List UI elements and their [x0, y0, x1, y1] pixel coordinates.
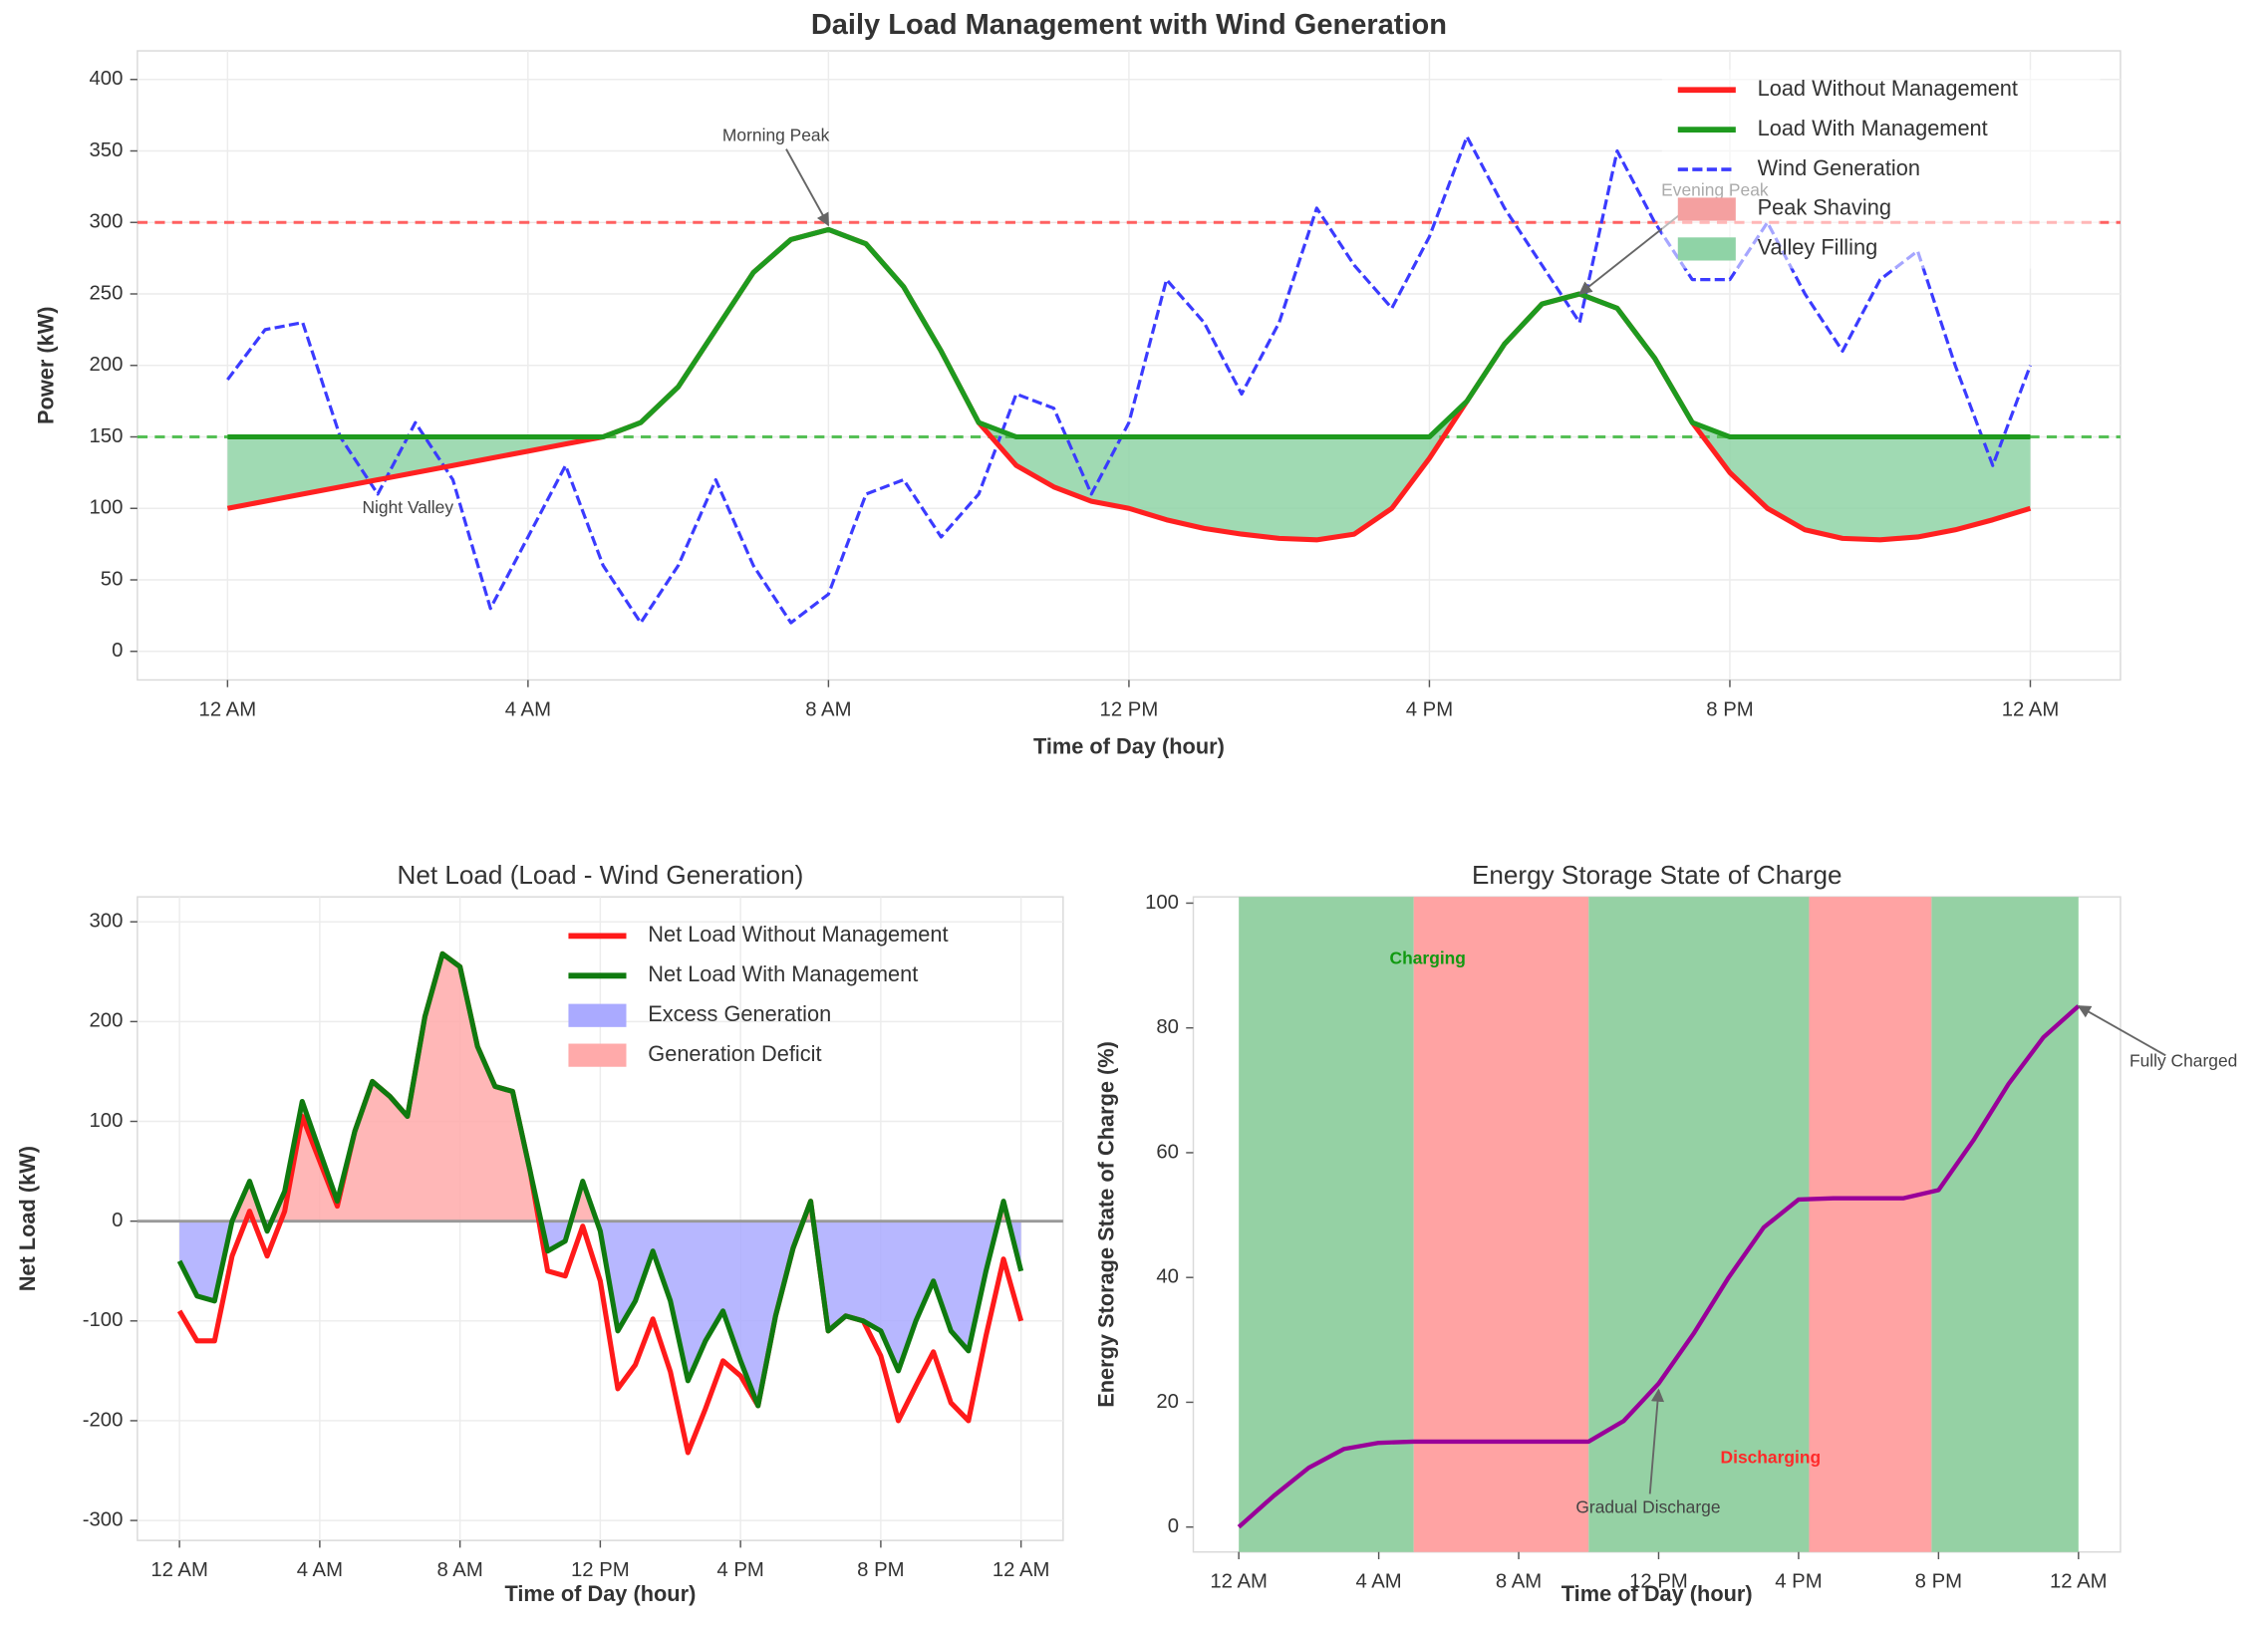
x-tick-label: 12 AM: [1210, 1571, 1268, 1593]
annotation-arrow: [1648, 1388, 1665, 1494]
legend-label: Net Load With Management: [648, 961, 918, 986]
y-tick-label: 50: [101, 568, 124, 590]
y-axis-title: Energy Storage State of Charge (%): [1094, 1041, 1119, 1408]
y-tick-label: -300: [83, 1508, 124, 1530]
y-tick-label: 200: [89, 1010, 123, 1032]
legend-label: Excess Generation: [648, 1001, 831, 1026]
annotation: Fully Charged: [2129, 1051, 2237, 1071]
x-tick-label: 12 PM: [1100, 698, 1159, 720]
x-tick-label: 4 AM: [1355, 1571, 1401, 1593]
y-tick-label: 350: [89, 139, 123, 161]
x-tick-label: 12 AM: [199, 698, 257, 720]
y-axis-title: Net Load (kW): [15, 1146, 40, 1291]
y-tick-label: 200: [89, 354, 123, 376]
x-tick-label: 12 PM: [1629, 1571, 1688, 1593]
legend-label: Generation Deficit: [648, 1041, 821, 1066]
series-line: [176, 950, 1024, 1409]
legend-swatch: [1677, 237, 1736, 261]
legend-label: Load Without Management: [1758, 76, 2018, 101]
fill-area: [179, 953, 1021, 1221]
y-tick-label: 250: [89, 282, 123, 304]
series-line: [226, 135, 2032, 625]
legend-swatch: [568, 1003, 627, 1027]
annotation: Night Valley: [362, 497, 453, 517]
x-tick-label: 12 AM: [150, 1559, 208, 1581]
series-line: [227, 226, 2031, 440]
y-tick-label: 0: [112, 1210, 123, 1231]
x-tick-label: 4 PM: [1406, 698, 1453, 720]
x-tick-label: 8 AM: [1496, 1571, 1542, 1593]
x-tick-label: 12 AM: [2050, 1571, 2108, 1593]
y-tick-label: 40: [1156, 1266, 1179, 1288]
chart-title: Net Load (Load - Wind Generation): [397, 860, 803, 890]
shaded-band: [1931, 897, 2079, 1552]
y-tick-label: 60: [1156, 1141, 1179, 1163]
x-tick-label: 4 AM: [297, 1559, 343, 1581]
x-tick-label: 8 PM: [1706, 698, 1753, 720]
y-tick-label: 400: [89, 68, 123, 90]
y-tick-label: 100: [1145, 892, 1179, 914]
series-line: [176, 950, 1024, 1456]
chart-title: Energy Storage State of Charge: [1472, 860, 1843, 890]
y-tick-label: 80: [1156, 1016, 1179, 1038]
fill-area: [227, 229, 2031, 540]
x-tick-label: 4 PM: [716, 1559, 763, 1581]
y-tick-label: 100: [89, 497, 123, 519]
legend-label: Peak Shaving: [1758, 195, 1891, 220]
legend-label: Valley Filling: [1758, 235, 1878, 260]
x-axis-title: Time of Day (hour): [504, 1581, 696, 1606]
chart-title: Daily Load Management with Wind Generati…: [811, 9, 1447, 41]
y-axis-title: Power (kW): [34, 306, 59, 424]
y-tick-label: 0: [1168, 1515, 1179, 1537]
y-tick-label: 150: [89, 425, 123, 447]
legend-swatch: [1677, 197, 1736, 221]
y-tick-label: 100: [89, 1110, 123, 1132]
x-tick-label: 8 AM: [436, 1559, 482, 1581]
shaded-band: [1413, 897, 1589, 1552]
series-line: [226, 226, 2032, 543]
annotation-arrow: [785, 148, 830, 227]
x-axis-title: Time of Day (hour): [1033, 733, 1225, 758]
legend-label: Net Load Without Management: [648, 922, 948, 947]
annotation: Charging: [1390, 948, 1466, 967]
annotation: Morning Peak: [722, 126, 830, 145]
shaded-band: [1809, 897, 1932, 1552]
x-tick-label: 12 AM: [2002, 698, 2060, 720]
y-tick-label: 0: [112, 640, 123, 662]
series-line: [1237, 1004, 2081, 1529]
fill-area: [179, 1220, 1021, 1406]
x-tick-label: 12 PM: [571, 1559, 630, 1581]
annotation-arrow: [2077, 1004, 2166, 1057]
x-tick-label: 12 AM: [992, 1559, 1050, 1581]
y-tick-label: 300: [89, 211, 123, 233]
y-tick-label: 300: [89, 911, 123, 933]
legend-swatch: [568, 1043, 627, 1067]
annotation: Gradual Discharge: [1575, 1496, 1720, 1516]
shaded-band: [1239, 897, 1414, 1552]
shaded-band: [1588, 897, 1810, 1552]
x-tick-label: 4 PM: [1775, 1571, 1822, 1593]
x-tick-label: 4 AM: [505, 698, 551, 720]
y-tick-label: -200: [83, 1409, 124, 1431]
x-axis-title: Time of Day (hour): [1561, 1581, 1753, 1606]
y-tick-label: 20: [1156, 1391, 1179, 1413]
legend-label: Load With Management: [1758, 116, 1988, 140]
annotation: Discharging: [1721, 1447, 1822, 1467]
x-tick-label: 8 AM: [805, 698, 851, 720]
x-tick-label: 8 PM: [857, 1559, 904, 1581]
legend-label: Wind Generation: [1758, 155, 1920, 180]
x-tick-label: 8 PM: [1915, 1571, 1962, 1593]
legend-box: [1661, 69, 2101, 269]
y-tick-label: -100: [83, 1309, 124, 1331]
